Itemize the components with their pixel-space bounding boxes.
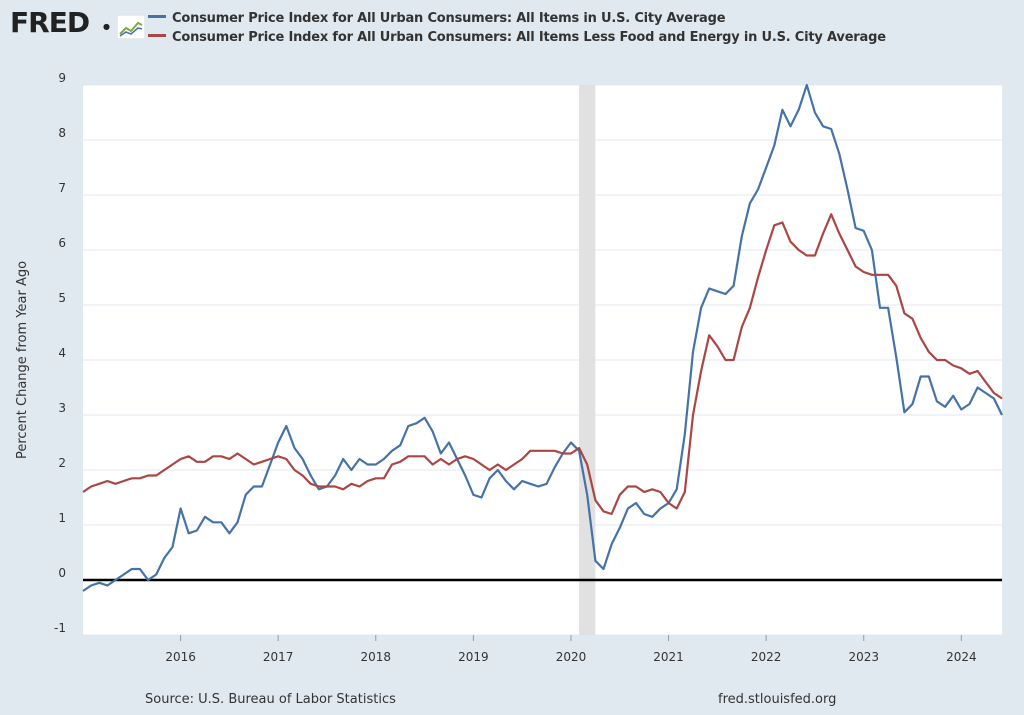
y-tick-label: 0 xyxy=(58,566,66,580)
y-tick-label: 7 xyxy=(58,181,66,195)
x-tick-label: 2024 xyxy=(946,650,977,664)
fred-logo-text: FRED xyxy=(10,6,90,39)
y-tick-label: 2 xyxy=(58,456,66,470)
x-tick-label: 2021 xyxy=(653,650,684,664)
x-tick-label: 2017 xyxy=(263,650,294,664)
legend-swatch-red xyxy=(148,34,166,37)
recession-bar xyxy=(579,85,596,635)
legend-item-cpi-all-items[interactable]: Consumer Price Index for All Urban Consu… xyxy=(148,11,726,29)
y-tick-label: 8 xyxy=(58,126,66,140)
chart-header: FRED ● Consumer Price Index for All Urba… xyxy=(0,0,1024,60)
registered-mark: ● xyxy=(103,22,110,31)
y-axis-label: Percent Change from Year Ago xyxy=(15,261,30,459)
x-tick-label: 2023 xyxy=(848,650,879,664)
series-line-1 xyxy=(82,213,1003,516)
x-tick-label: 2020 xyxy=(556,650,587,664)
series-line-0 xyxy=(82,83,1003,592)
source-url-link[interactable]: fred.stlouisfed.org xyxy=(718,692,837,707)
line-chart-icon xyxy=(117,15,145,39)
legend-swatch-blue xyxy=(148,15,166,18)
recession-shading xyxy=(579,85,596,635)
legend-item-cpi-core[interactable]: Consumer Price Index for All Urban Consu… xyxy=(148,30,886,48)
y-tick-label: -1 xyxy=(54,621,66,635)
y-tick-label: 4 xyxy=(58,346,66,360)
x-tick-label: 2022 xyxy=(751,650,782,664)
x-tick-label: 2016 xyxy=(165,650,196,664)
x-tick-label: 2019 xyxy=(458,650,489,664)
line-chart: -1 0 1 2 3 4 5 6 7 8 9 2016 2017 2018 2019 2020 2021 202… xyxy=(15,71,1003,664)
x-tick-label: 2018 xyxy=(361,650,392,664)
y-tick-label: 6 xyxy=(58,236,66,250)
y-axis-tick-labels: -1 0 1 2 3 4 5 6 7 8 9 xyxy=(54,71,66,635)
y-tick-label: 1 xyxy=(58,511,66,525)
legend-label: Consumer Price Index for All Urban Consu… xyxy=(172,11,726,26)
legend-label: Consumer Price Index for All Urban Consu… xyxy=(172,30,886,45)
y-tick-label: 9 xyxy=(58,71,66,85)
x-axis-tick-labels: 2016 2017 2018 2019 2020 2021 2022 2023 2024 xyxy=(165,635,977,664)
series-lines xyxy=(82,83,1003,592)
y-tick-label: 5 xyxy=(58,291,66,305)
source-note: Source: U.S. Bureau of Labor Statistics xyxy=(145,692,396,707)
y-tick-label: 3 xyxy=(58,401,66,415)
